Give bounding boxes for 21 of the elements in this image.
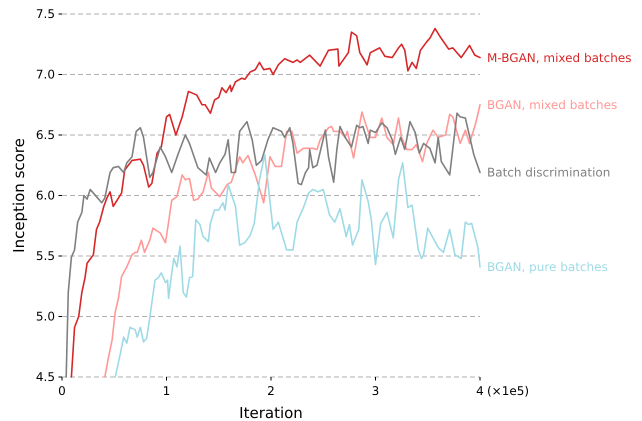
x-tick-label: 0 [58,384,66,398]
y-tick-label: 6.0 [36,188,55,203]
text: (×1e5) [487,384,530,398]
x-tick-label: 1 [162,384,170,398]
y-tick-label: 7.5 [36,7,55,22]
series-label: M-BGAN, mixed batches [487,50,632,65]
series-label: BGAN, mixed batches [487,98,618,112]
x-axis-title: Iteration [239,404,303,421]
y-tick-label: 4.5 [36,370,55,384]
x-tick-label: 3 [372,384,380,398]
y-tick-label: 5.5 [36,249,55,264]
line-series [70,28,481,378]
x-tick-label: 4 [476,384,484,398]
series-label: BGAN, pure batches [487,260,608,274]
y-tick-label: 5.0 [36,310,55,324]
x-tick-label: 2 [267,384,275,398]
y-axis-title: Inception score [10,138,28,253]
line-series [114,154,481,378]
series-label: Batch discrimination [487,166,610,180]
y-tick-label: 7.0 [36,68,55,82]
y-tick-label: 6.5 [36,128,55,142]
